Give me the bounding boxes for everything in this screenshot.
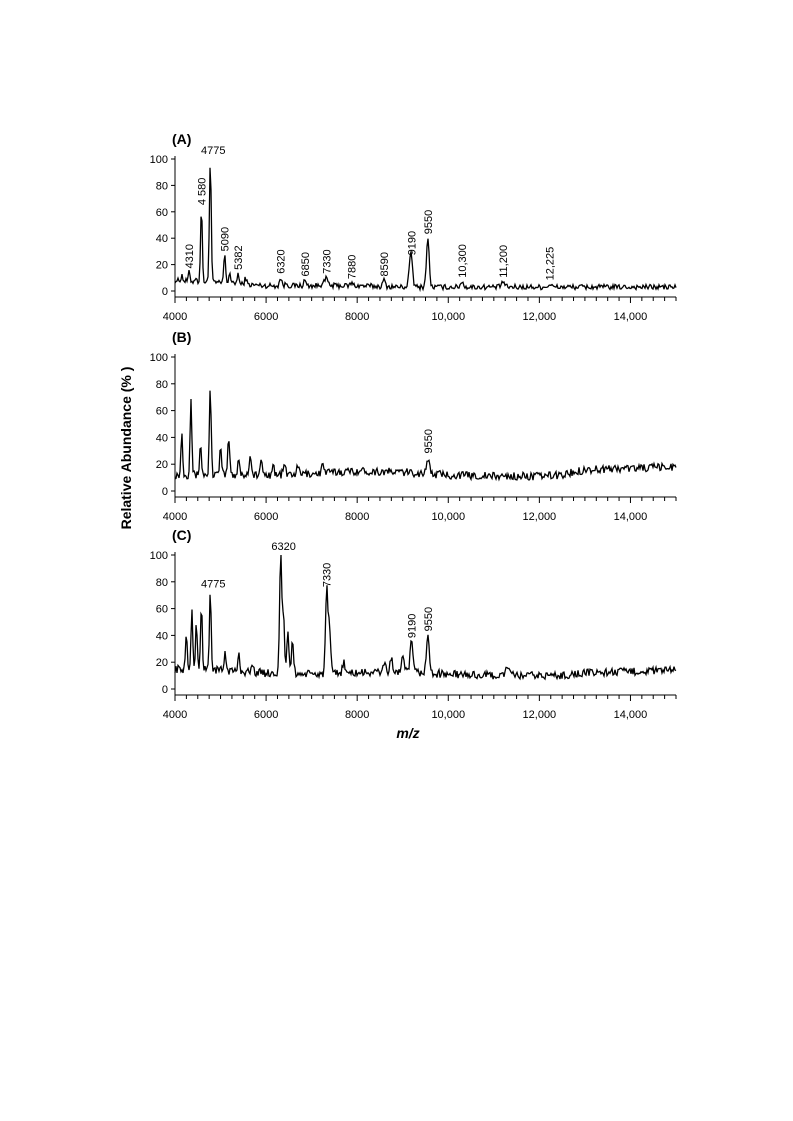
peak-label: 6850 — [300, 252, 312, 276]
panel-a: 0 20 40 60 80 100 4000 6000 8000 10,000 12,000 14,0… — [150, 131, 677, 323]
peak-label: 4 580 — [196, 178, 208, 206]
spectrum-line — [174, 167, 677, 293]
peak-label: 9550 — [423, 210, 435, 234]
y-tick-label: 80 — [156, 577, 168, 589]
x-tick-label: 12,000 — [523, 511, 557, 523]
peak-label: 7330 — [322, 563, 334, 587]
x-tick-label: 14,000 — [614, 709, 648, 721]
peak-label: 5382 — [233, 245, 245, 269]
x-tick-label: 6000 — [254, 709, 278, 721]
spectrum-line — [174, 390, 677, 482]
y-tick-label: 40 — [156, 233, 168, 245]
spectrum-line — [174, 554, 677, 681]
peak-label: 6320 — [271, 541, 295, 553]
y-tick-label: 0 — [162, 486, 168, 498]
x-tick-label: 4000 — [163, 311, 187, 323]
y-tick-label: 0 — [162, 286, 168, 298]
peak-label: 6320 — [276, 249, 288, 273]
y-tick-label: 100 — [150, 550, 168, 562]
x-tick-label: 14,000 — [614, 511, 648, 523]
peak-label: 7880 — [347, 255, 359, 279]
panel-b: 0 20 40 60 80 100 4000 6000 8000 10,000 12,000 14,0… — [150, 329, 677, 523]
x-tick-label: 10,000 — [431, 511, 465, 523]
x-axis-title: m/z — [396, 725, 419, 741]
y-tick-label: 80 — [156, 180, 168, 192]
panel-label: (B) — [172, 329, 191, 345]
y-tick-label: 80 — [156, 379, 168, 391]
peak-label: 8590 — [379, 252, 391, 276]
peak-label: 4775 — [201, 579, 225, 591]
y-tick-label: 60 — [156, 406, 168, 418]
y-tick-label: 60 — [156, 604, 168, 616]
y-axis-title: Relative Abundance (% ) — [118, 367, 134, 530]
y-tick-label: 20 — [156, 459, 168, 471]
y-tick-label: 20 — [156, 657, 168, 669]
y-tick-label: 0 — [162, 684, 168, 696]
peak-label: 9550 — [423, 429, 435, 453]
peak-label: 5090 — [220, 227, 232, 251]
x-tick-label: 10,000 — [431, 709, 465, 721]
panel-label: (C) — [172, 527, 191, 543]
peak-label: 11,200 — [498, 245, 510, 278]
x-tick-label: 6000 — [254, 311, 278, 323]
peak-label: 4310 — [184, 244, 196, 268]
y-tick-label: 100 — [150, 352, 168, 364]
x-tick-label: 4000 — [163, 511, 187, 523]
panel-c: 0 20 40 60 80 100 4000 6000 8000 10,000 12,000 14,0… — [150, 527, 677, 721]
peak-label: 9550 — [423, 607, 435, 631]
x-tick-label: 10,000 — [431, 311, 465, 323]
y-tick-label: 40 — [156, 630, 168, 642]
peak-label: 10,300 — [457, 244, 469, 278]
peak-label: 4775 — [201, 145, 225, 157]
x-tick-label: 14,000 — [614, 311, 648, 323]
x-tick-label: 6000 — [254, 511, 278, 523]
y-tick-label: 40 — [156, 432, 168, 444]
x-tick-label: 12,000 — [523, 311, 557, 323]
peak-label: 12,225 — [545, 247, 557, 281]
panel-label: (A) — [172, 131, 191, 147]
y-tick-label: 60 — [156, 207, 168, 219]
x-tick-label: 8000 — [345, 709, 369, 721]
peak-label: 9190 — [406, 614, 418, 638]
x-tick-label: 8000 — [345, 311, 369, 323]
peak-label: 9190 — [406, 231, 418, 255]
y-tick-label: 100 — [150, 154, 168, 166]
y-tick-label: 20 — [156, 260, 168, 272]
x-tick-label: 12,000 — [523, 709, 557, 721]
peak-label: 7330 — [322, 249, 334, 273]
x-tick-label: 8000 — [345, 511, 369, 523]
x-tick-label: 4000 — [163, 709, 187, 721]
